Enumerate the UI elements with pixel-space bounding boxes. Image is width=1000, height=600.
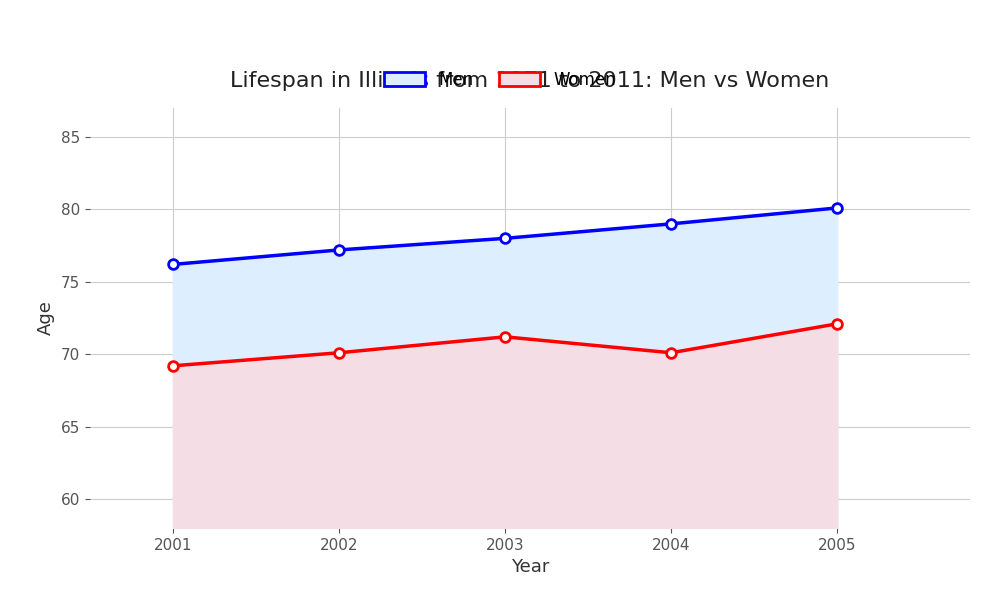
Title: Lifespan in Illinois from 1971 to 2011: Men vs Women: Lifespan in Illinois from 1971 to 2011: … <box>230 71 830 91</box>
Legend: Men, Women: Men, Women <box>375 62 625 97</box>
X-axis label: Year: Year <box>511 558 549 576</box>
Y-axis label: Age: Age <box>37 301 55 335</box>
